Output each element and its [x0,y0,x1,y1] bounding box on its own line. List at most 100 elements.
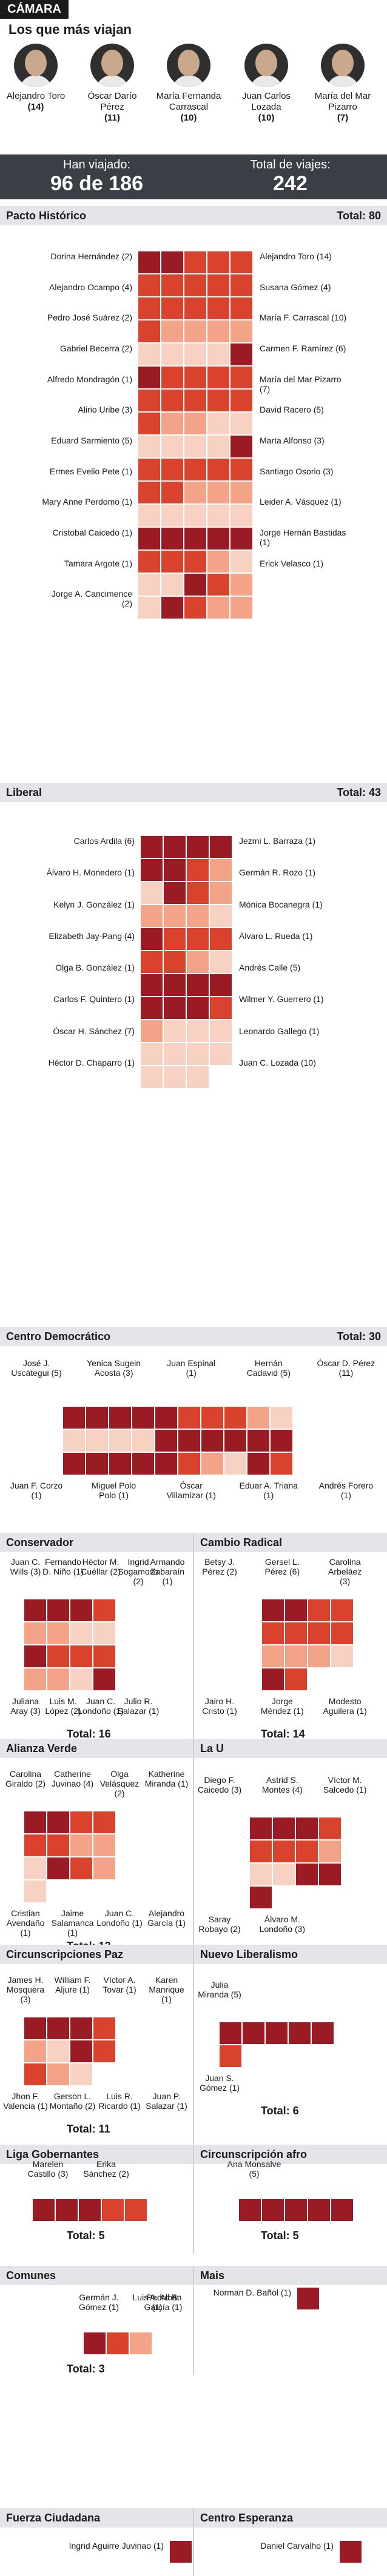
member-label: Armando Zabaraín (1) [150,1557,185,1586]
waffle-square [63,1407,85,1429]
waffle-square [141,1020,163,1042]
waffle-square [271,1453,292,1475]
waffle-square [308,1622,330,1644]
waffle-square [93,2017,115,2039]
avatar [90,44,134,87]
section-name: Centro Democrático [6,1330,111,1343]
waffle-square [210,997,232,1019]
waffle-square [184,436,206,457]
member-label: Carolina Giraldo (2) [5,1769,46,1788]
member-label: Ingrid Aguirre Juvinao (1) [69,2541,164,2551]
waffle-square [207,436,229,457]
top-traveler: María del Mar Pizarro (7) [309,44,376,124]
traveler-name: Alejandro Toro [6,91,66,101]
waffle-square [138,274,160,296]
waffle-square [33,2199,55,2221]
waffle-square [210,1043,232,1065]
waffle-square [70,1857,92,1879]
traveler-count: (11) [104,113,120,123]
member-label: Jhon F. Valencia (1) [3,2091,48,2111]
waffle-square [231,436,252,457]
member-label: Marta Alfonso (3) [260,436,325,445]
member-label: Jorge Méndez (1) [260,1696,304,1716]
waffle-square [70,1668,92,1690]
waffle-square [161,436,183,457]
waffle-square [161,574,183,596]
waffle-square [164,1020,186,1042]
member-label: Leider A. Vásquez (1) [260,497,342,507]
member-label: Diego F. Caicedo (3) [197,1775,242,1794]
waffle-square [331,1599,353,1621]
waffle-square [187,928,209,950]
member-label: Juan C. Londoño (1) [78,1696,124,1716]
member-label: Héctor M. Cuéllar (2) [81,1557,121,1576]
waffle-square [138,597,160,619]
member-label: Catherine Juvinao (4) [51,1769,94,1788]
waffle-square [331,1645,353,1667]
waffle-square [47,2063,69,2085]
waffle-square [296,1817,318,1839]
waffle-square [63,1453,85,1475]
member-label: Yenica Sugein Acosta (3) [87,1358,141,1378]
waffle-square [184,574,206,596]
section-tag: CÁMARA [0,0,69,19]
member-label: Víctor M. Salcedo (1) [323,1775,367,1794]
waffle-square [93,1622,115,1644]
member-label: Saray Robayo (2) [198,1914,241,1934]
waffle-square [141,836,163,858]
member-label: Fernando D. Niño (1) [42,1557,84,1576]
member-label: Andrés Calle (5) [239,963,301,972]
waffle-square [187,997,209,1019]
waffle-square [187,974,209,996]
waffle-square [84,2332,106,2354]
waffle-square [231,367,252,388]
waffle-square [138,482,160,503]
member-label: Jezmi L. Barraza (1) [239,836,316,846]
section-header: Circunscripciones Paz [0,1945,193,1964]
member-label: Juan C. Wills (3) [10,1557,41,1576]
waffle-square [296,1841,318,1862]
section-header: Mais [194,2266,387,2285]
waffle-square [161,551,183,573]
page-subtitle: Los que más viajan [8,22,132,37]
member-label: Susana Gómez (4) [260,282,331,292]
member-label: Betsy J. Pérez (2) [202,1557,237,1576]
waffle-square [231,274,252,296]
section-name: Circunscripciones Paz [6,1948,124,1960]
traveler-name: María del Mar Pizarro [314,91,371,112]
waffle-square [130,2332,152,2354]
waffle-square [24,2017,46,2039]
member-label: Álvaro L. Rueda (1) [239,931,313,941]
section-header: Cambio Radical [194,1533,387,1552]
member-label: Santiago Osorio (3) [260,466,334,476]
waffle-square [285,1599,307,1621]
waffle-square [207,413,229,434]
waffle-square [161,367,183,388]
waffle-square [47,1857,69,1879]
section-name: Pacto Histórico [6,210,87,222]
member-label: Carlos F. Quintero (1) [53,994,135,1004]
waffle-square [207,505,229,526]
waffle-square [184,344,206,365]
waffle-square [161,528,183,549]
waffle-square [210,1020,232,1042]
waffle-square [63,1430,85,1452]
waffle-square [24,2063,46,2085]
waffle-square [262,1622,284,1644]
waffle-square [102,2199,124,2221]
waffle-square [161,597,183,619]
waffle-square [207,320,229,342]
waffle-square [184,320,206,342]
member-label: Tamara Argote (1) [64,558,132,568]
waffle-square [164,951,186,973]
section-total: Total: 16 [67,1728,111,1740]
waffle-square [161,344,183,365]
section-name: Liga Gobernantes [6,2148,99,2160]
member-label: Jairo H. Cristo (1) [202,1696,237,1716]
member-label: Modesto Aguilera (1) [323,1696,367,1716]
waffle-square [220,2022,241,2044]
waffle-square [132,1407,154,1429]
traveler-name: Óscar Darío Pérez [87,91,137,112]
waffle-square [70,1622,92,1644]
member-label: Gerson L. Montaño (2) [49,2091,96,2111]
